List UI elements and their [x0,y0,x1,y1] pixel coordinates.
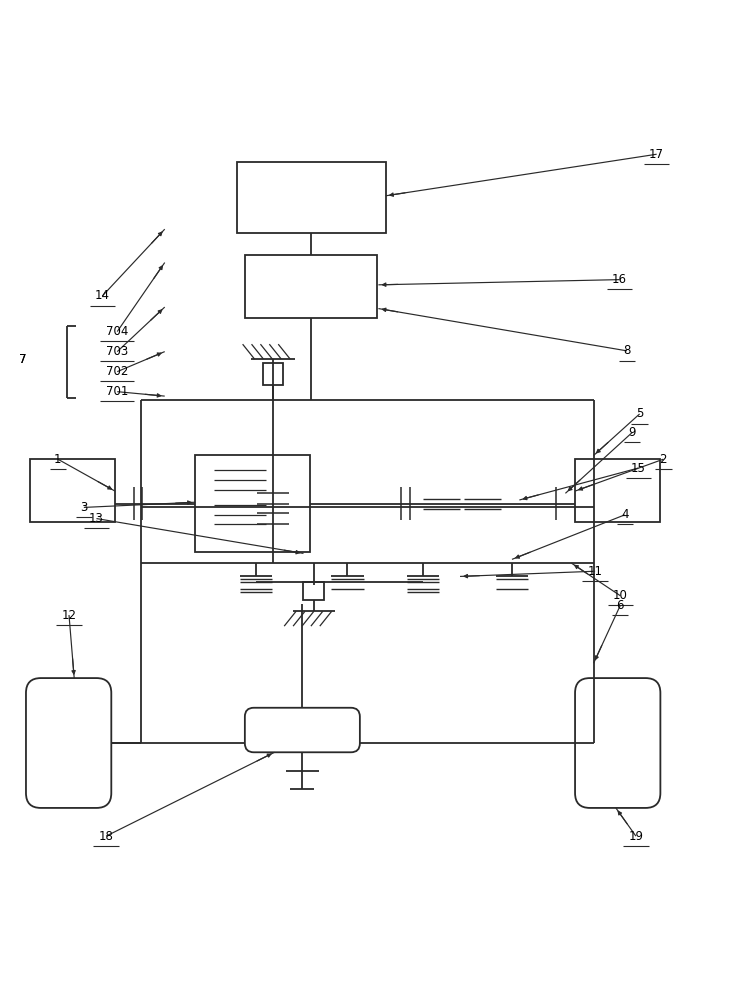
Bar [263,363,283,385]
Text: 14: 14 [95,289,110,302]
Text: 702: 702 [106,365,128,378]
Text: 7: 7 [19,353,26,366]
Text: 1: 1 [54,453,62,466]
Text: 8: 8 [623,344,631,357]
Bar [245,255,377,318]
Text: 12: 12 [62,609,76,622]
Text: 15: 15 [631,462,646,475]
Bar [575,459,660,522]
Text: 2: 2 [660,453,667,466]
Bar [237,162,386,233]
Text: 18: 18 [99,830,114,843]
FancyBboxPatch shape [245,708,360,752]
Text: 11: 11 [588,565,603,578]
FancyBboxPatch shape [26,678,111,808]
Text: 704: 704 [106,325,128,338]
Bar [195,455,310,552]
Text: 6: 6 [617,599,624,612]
Text: 3: 3 [80,501,88,514]
Text: 10: 10 [613,589,628,602]
Text: 9: 9 [628,426,636,439]
Text: 19: 19 [628,830,643,843]
Text: 13: 13 [89,512,104,525]
Text: 5: 5 [636,407,643,420]
Text: 16: 16 [612,273,627,286]
Text: 17: 17 [649,148,664,161]
Bar [30,459,115,522]
Text: 4: 4 [621,508,628,521]
Text: 7: 7 [19,353,26,366]
Text: 703: 703 [106,345,128,358]
Text: 701: 701 [106,385,128,398]
Bar [303,582,324,600]
FancyBboxPatch shape [575,678,660,808]
